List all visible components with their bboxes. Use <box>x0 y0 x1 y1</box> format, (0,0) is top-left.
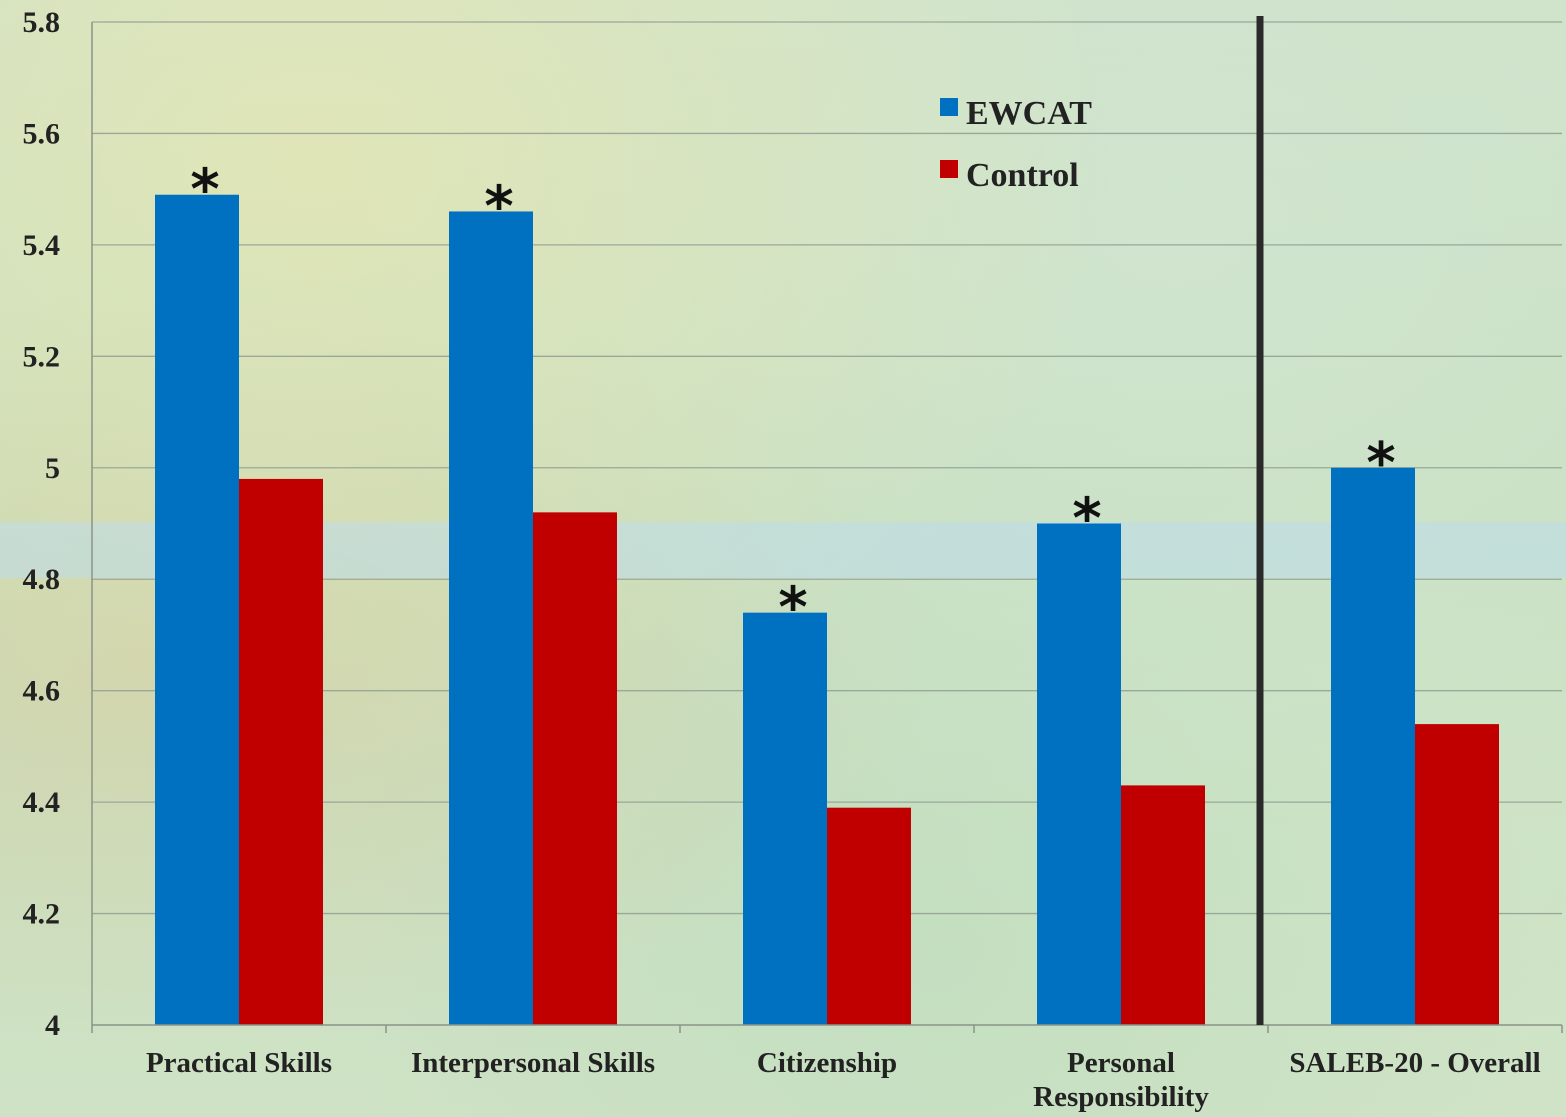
legend-label-control: Control <box>966 157 1079 194</box>
legend-swatch-control <box>940 160 958 178</box>
significance-asterisk: * <box>778 576 807 641</box>
y-tick-label: 5.2 <box>23 340 61 373</box>
significance-asterisk: * <box>484 174 513 239</box>
axes: 4 4.2 4.4 4.6 4.8 5 5.2 5.4 5.6 5.8 Practical Skil… <box>23 6 1563 1113</box>
y-tick-label: 4 <box>45 1009 60 1042</box>
bar-control <box>1415 724 1499 1025</box>
y-tick-label: 4.2 <box>23 898 61 931</box>
significance-asterisk: * <box>1072 487 1101 552</box>
significance-asterisk: * <box>190 158 219 223</box>
y-tick-label: 4.8 <box>23 563 61 596</box>
legend-swatch-ewcat <box>940 98 958 116</box>
bar-ewcat <box>743 612 827 1025</box>
x-category-label: Citizenship <box>757 1047 897 1079</box>
y-tick-label: 5 <box>45 452 60 485</box>
bars <box>155 194 1499 1025</box>
significance-asterisk: * <box>1366 431 1395 496</box>
x-category-label: SALEB-20 - Overall <box>1289 1047 1540 1079</box>
bar-ewcat <box>1037 523 1121 1025</box>
significance-markers: * * * * * <box>190 158 1395 641</box>
legend: EWCAT Control <box>940 95 1092 194</box>
x-category-label: Interpersonal Skills <box>411 1047 655 1079</box>
y-tick-label: 5.8 <box>23 6 61 39</box>
bar-control <box>827 807 911 1025</box>
y-tick-label: 4.4 <box>23 786 61 819</box>
bar-ewcat <box>449 211 533 1025</box>
x-category-label: Practical Skills <box>146 1047 332 1079</box>
bar-control <box>533 512 617 1025</box>
y-tick-label: 5.4 <box>23 229 61 262</box>
bar-control <box>239 478 323 1025</box>
legend-label-ewcat: EWCAT <box>966 95 1092 132</box>
x-category-label: Responsibility <box>1033 1081 1209 1113</box>
y-tick-label: 4.6 <box>23 675 61 708</box>
bar-ewcat <box>155 194 239 1025</box>
bar-control <box>1121 785 1205 1025</box>
y-tick-label: 5.6 <box>23 117 61 150</box>
x-category-label: Personal <box>1067 1047 1175 1079</box>
bar-ewcat <box>1331 467 1415 1025</box>
